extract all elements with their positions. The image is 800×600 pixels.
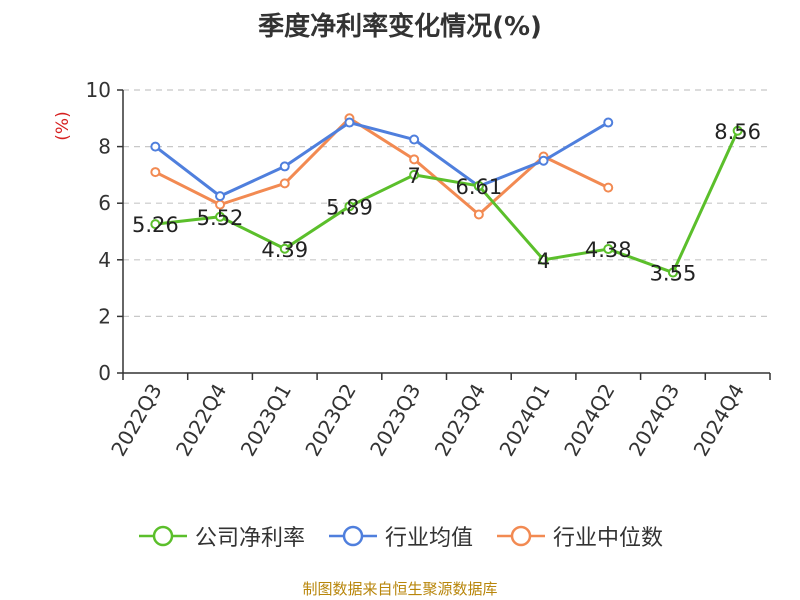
legend-item-1: 行业均值 [327, 520, 473, 552]
data-label: 5.26 [132, 213, 179, 237]
legend-circle [510, 525, 532, 547]
data-point [538, 155, 549, 166]
data-label: 5.52 [197, 206, 244, 230]
data-label: 7 [407, 164, 420, 188]
data-label: 4 [537, 249, 550, 273]
data-point [409, 154, 420, 165]
x-tick-label: 2024Q1 [494, 380, 554, 461]
data-point [215, 211, 226, 222]
data-point [344, 201, 355, 212]
x-tick-label: 2023Q4 [430, 380, 490, 461]
legend-label: 行业中位数 [553, 526, 664, 551]
data-point [150, 167, 161, 178]
legend-marker-icon [328, 525, 377, 547]
chart-title: 季度净利率变化情况(%) [258, 12, 542, 42]
data-point [150, 141, 161, 152]
data-label: 3.55 [650, 262, 697, 286]
y-tick-label: 2 [98, 304, 111, 328]
data-point [150, 219, 161, 230]
x-tick-label: 2023Q2 [300, 380, 360, 461]
legend-label: 公司净利率 [194, 526, 305, 551]
series-lines [150, 113, 743, 278]
x-tick-label: 2023Q3 [365, 380, 425, 461]
legend-marker-icon [497, 525, 545, 547]
legend-item-2: 行业中位数 [495, 520, 663, 552]
data-point [538, 254, 549, 265]
data-point [279, 178, 290, 189]
data-point [473, 209, 484, 220]
data-point [279, 243, 290, 254]
y-tick-label: 4 [98, 248, 111, 272]
data-point [667, 267, 678, 278]
data-label: 4.38 [585, 238, 632, 262]
series-line-0 [155, 130, 740, 275]
data-label: 6.61 [455, 175, 502, 199]
legend-circle [342, 525, 364, 547]
series-line-1 [154, 121, 610, 198]
data-point [409, 169, 420, 180]
x-tick-label: 2022Q3 [106, 380, 166, 461]
x-tick-label: 2024Q3 [624, 380, 684, 461]
data-labels: 5.26 5.52 4.39 5.89 7 6.61 4 4.38 3.55 8.56 [132, 120, 761, 286]
y-tick-label: 6 [98, 191, 111, 215]
legend-circle [152, 525, 174, 547]
data-label: 4.39 [261, 238, 308, 262]
grid-lines [123, 89, 770, 317]
data-point [603, 244, 614, 255]
y-axis-label: (%) [53, 111, 73, 140]
y-tick-label: 8 [98, 135, 111, 159]
x-tick-label: 2024Q2 [559, 380, 619, 461]
data-point [603, 117, 614, 128]
data-point [215, 191, 226, 202]
legend-label: 行业均值 [384, 526, 473, 551]
legend-item-0: 公司净利率 [137, 520, 305, 552]
data-point [732, 125, 743, 136]
legend: 公司净利率 行业均值 行业中位数 [0, 520, 800, 552]
x-tick-label: 2023Q1 [236, 380, 296, 461]
data-label: 5.89 [326, 195, 373, 219]
data-point [473, 180, 484, 191]
x-tick-label: 2024Q4 [689, 380, 749, 461]
data-point [409, 134, 420, 145]
source-note: 制图数据来自恒生聚源数据库 [302, 580, 498, 598]
data-point [603, 182, 614, 193]
y-tick-label: 0 [98, 361, 111, 385]
data-point [344, 117, 355, 128]
series-line-2 [154, 116, 609, 217]
data-point [279, 161, 290, 172]
y-tick-label: 10 [86, 78, 111, 102]
x-tick-label: 2022Q4 [171, 380, 231, 461]
legend-marker-icon [138, 525, 187, 547]
data-label: 8.56 [714, 120, 761, 144]
